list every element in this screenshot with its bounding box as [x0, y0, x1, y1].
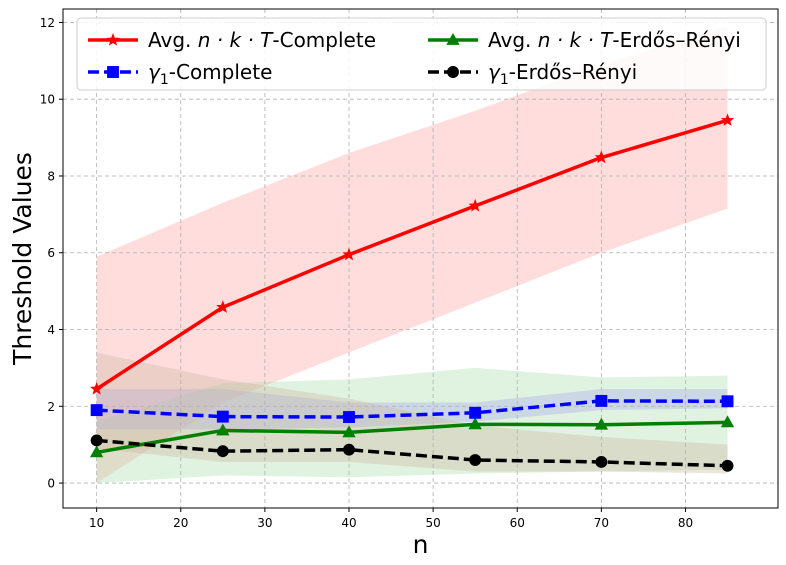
y-tick-label: 10 [40, 93, 55, 107]
data-point-4-1 [90, 434, 103, 447]
data-point-1-5 [594, 150, 609, 164]
y-tick-label: 12 [40, 16, 55, 30]
data-point-4-2 [216, 445, 229, 458]
data-point-3-4 [469, 406, 482, 419]
legend-label-3: γ1-Complete [148, 60, 272, 88]
x-tick-label: 50 [425, 516, 440, 530]
x-tick-label: 80 [678, 516, 693, 530]
confidence-band-2 [96, 367, 728, 484]
legend-marker-3 [107, 66, 119, 78]
legend-marker-1 [106, 33, 120, 46]
data-point-4-6 [721, 459, 734, 472]
data-point-3-5 [595, 394, 608, 407]
data-point-1-6 [720, 113, 735, 126]
series-line-1 [95, 118, 729, 391]
plot-frame [62, 8, 779, 509]
data-point-1-4 [468, 198, 482, 212]
legend-frame [76, 17, 767, 91]
data-point-2-1 [89, 445, 104, 458]
legend-marker-4 [447, 66, 459, 78]
x-tick-label: 10 [89, 516, 104, 530]
x-tick-label: 70 [594, 516, 609, 530]
x-tick-label: 30 [257, 516, 272, 530]
data-point-3-2 [216, 410, 229, 423]
data-point-1-2 [216, 300, 230, 313]
legend-label-2: Avg. n · k · T-Erdős–Rényi [488, 28, 741, 52]
data-point-2-4 [468, 417, 482, 430]
x-axis-label: n [413, 530, 429, 559]
legend-marker-2 [446, 33, 460, 45]
data-point-3-3 [343, 411, 355, 423]
legend-label-1: Avg. n · k · T-Complete [148, 28, 376, 52]
data-point-1-3 [342, 247, 356, 261]
y-tick-label: 8 [47, 169, 55, 183]
y-tick-label: 6 [47, 246, 55, 260]
y-axis-label: Threshold Values [8, 152, 37, 366]
series-line-2 [96, 420, 728, 455]
data-point-2-2 [216, 423, 230, 436]
x-tick-label: 60 [510, 516, 525, 530]
data-point-4-3 [343, 443, 355, 456]
data-point-4-5 [595, 455, 608, 468]
x-tick-label: 40 [341, 516, 356, 530]
confidence-band-1 [96, 26, 728, 484]
confidence-band-4 [96, 352, 728, 474]
legend: Avg. n · k · T-Complete Avg. n · k · T-Er… [76, 17, 767, 91]
series-line-4 [96, 438, 728, 468]
data-point-2-3 [342, 425, 356, 438]
y-tick-label: 0 [47, 477, 55, 491]
y-tick-label: 4 [47, 323, 55, 337]
data-point-2-6 [720, 415, 735, 428]
data-point-3-1 [90, 404, 103, 417]
data-point-2-5 [594, 417, 609, 430]
data-point-3-6 [721, 395, 734, 408]
data-point-1-1 [89, 382, 104, 395]
confidence-band-3 [96, 389, 728, 430]
data-point-4-4 [469, 454, 482, 466]
legend-label-4: γ1-Erdős–Rényi [488, 60, 637, 88]
series-line-3 [96, 399, 728, 419]
x-tick-label: 20 [173, 516, 188, 530]
y-tick-label: 2 [47, 400, 55, 414]
